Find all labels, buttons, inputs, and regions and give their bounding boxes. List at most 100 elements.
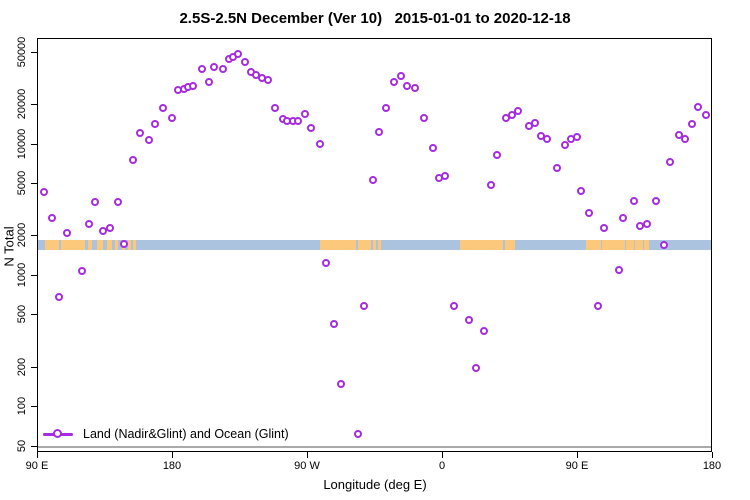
data-point (577, 187, 585, 196)
data-point (614, 266, 623, 275)
reference-line-50 (38, 445, 711, 448)
band-land-segment (460, 239, 503, 251)
data-point (85, 220, 93, 229)
data-point (113, 198, 122, 207)
data-point (701, 111, 710, 120)
data-point (374, 128, 383, 137)
data-point (674, 130, 683, 139)
data-point (91, 198, 99, 207)
x-tick (37, 452, 38, 458)
ocean-land-band (38, 239, 711, 251)
data-point (167, 114, 176, 123)
y-tick-label: 100 (16, 396, 28, 416)
data-point (440, 171, 449, 180)
band-land-segment (96, 239, 103, 251)
x-tick-label: 90 E (25, 460, 49, 472)
data-point (680, 135, 689, 144)
data-point (263, 75, 272, 84)
data-point (47, 214, 56, 223)
y-tick (31, 143, 37, 145)
data-point (55, 293, 63, 302)
x-tick (172, 452, 173, 458)
data-point (151, 119, 159, 128)
legend-marker-line (43, 429, 73, 438)
x-tick (712, 452, 713, 458)
y-tick-label: 5000 (16, 170, 28, 196)
data-point (329, 319, 338, 328)
data-point (382, 103, 390, 112)
y-tick (31, 235, 37, 237)
y-tick-label: 50000 (16, 36, 28, 68)
band-land-segment (128, 239, 131, 251)
x-tick-label: 90 W (294, 460, 320, 472)
x-tick-label: 180 (162, 460, 182, 472)
data-point (487, 180, 495, 189)
data-point (40, 188, 48, 197)
data-point (508, 110, 516, 119)
data-point (301, 109, 309, 118)
data-point (652, 197, 660, 206)
data-point (368, 175, 377, 184)
data-point (479, 327, 488, 336)
data-point (514, 107, 522, 116)
data-point (389, 78, 398, 87)
y-tick-label: 1000 (16, 262, 28, 288)
y-tick (31, 406, 37, 408)
band-land-segment (585, 239, 601, 251)
band-land-segment (377, 239, 381, 251)
data-point (337, 380, 345, 388)
y-tick (31, 52, 37, 53)
data-point (98, 227, 107, 236)
x-axis-title: Longitude (deg E) (323, 477, 427, 492)
data-point (307, 123, 315, 132)
data-point (472, 363, 480, 372)
data-point (464, 316, 473, 325)
data-point (271, 104, 279, 113)
data-point (428, 143, 437, 152)
data-point (410, 83, 419, 92)
band-land-segment (372, 239, 376, 251)
y-tick (31, 183, 37, 185)
band-land-segment (320, 239, 356, 251)
data-point (493, 150, 501, 159)
x-tick (307, 452, 308, 458)
data-point (241, 57, 249, 66)
y-tick-label: 500 (16, 305, 28, 324)
band-land-segment (133, 239, 136, 251)
band-land-segment (357, 239, 371, 251)
y-axis-title: N Total (1, 226, 17, 267)
data-point (659, 240, 668, 249)
data-point (403, 81, 411, 90)
data-point (145, 135, 153, 144)
y-tick (31, 274, 37, 276)
data-point (635, 222, 644, 231)
band-land-segment (602, 239, 625, 251)
x-tick-label: 90 E (565, 460, 589, 472)
data-point (629, 197, 638, 206)
x-tick-label: 180 (702, 460, 722, 472)
data-point (665, 157, 674, 166)
data-point (560, 140, 569, 149)
y-tick-label: 10000 (16, 128, 28, 159)
data-point (688, 119, 696, 128)
band-land-segment (626, 239, 634, 251)
data-point (542, 135, 551, 144)
data-point (197, 64, 206, 73)
legend: Land (Nadir&Glint) and Ocean (Glint) (43, 427, 289, 441)
data-point (205, 78, 213, 87)
band-land-segment (60, 239, 85, 251)
data-point (593, 301, 602, 310)
y-tick-label: 20000 (16, 88, 28, 120)
data-point (619, 213, 627, 222)
data-point (293, 116, 302, 125)
data-point (209, 62, 218, 71)
y-tick (31, 314, 37, 316)
band-land-segment (107, 239, 112, 251)
legend-label: Land (Nadir&Glint) and Ocean (Glint) (83, 427, 289, 441)
data-point (316, 139, 324, 148)
data-point (359, 301, 368, 310)
band-land-segment (504, 239, 515, 251)
band-land-segment (44, 239, 59, 251)
data-point (397, 71, 405, 80)
